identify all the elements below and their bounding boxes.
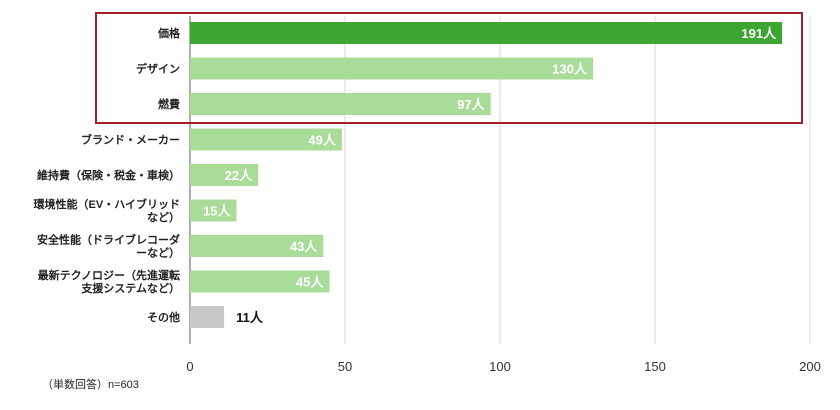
category-label: 環境性能（EV・ハイブリッドなど） <box>34 197 180 224</box>
category-label: デザイン <box>136 62 180 76</box>
highlight-box <box>95 12 803 124</box>
bar-value-label: 49人 <box>308 133 336 148</box>
bar-value-label: 97人 <box>457 97 485 112</box>
bar <box>190 22 783 44</box>
x-tick-label: 0 <box>186 359 193 374</box>
bar <box>190 199 237 222</box>
category-label: ブランド・メーカー <box>81 133 180 147</box>
sample-note: （単数回答）n=603 <box>42 377 139 391</box>
category-label: その他 <box>147 310 180 324</box>
x-tick-label: 50 <box>338 359 352 374</box>
bar-value-label: 22人 <box>225 168 253 183</box>
bar <box>190 235 324 257</box>
x-tick-labels: 0 50 100 150 200 <box>186 359 820 374</box>
bar <box>190 306 225 328</box>
category-label: 安全性能（ドライブレコーダーなど） <box>37 233 180 260</box>
bar <box>190 93 491 115</box>
category-label: 最新テクノロジー（先進運転支援システムなど） <box>38 268 180 295</box>
category-label: 価格 <box>157 26 181 40</box>
x-tick-label: 200 <box>799 359 821 374</box>
bar-value-label: 130人 <box>552 62 588 77</box>
x-tick-label: 150 <box>644 359 666 374</box>
bar <box>190 57 593 80</box>
bar-value-label: 11人 <box>236 310 264 325</box>
category-label: 燃費 <box>157 97 180 111</box>
bar <box>190 164 259 186</box>
bar-value-label: 45人 <box>296 275 324 290</box>
category-label: 維持費（保険・税金・車検） <box>37 168 180 182</box>
bars: 191人 130人 97人 49人 22人 15人 43人 45人 11人 <box>190 22 783 328</box>
x-tick-label: 100 <box>489 359 511 374</box>
bar-value-label: 43人 <box>290 239 318 254</box>
bar-value-label: 15人 <box>203 204 231 219</box>
bar-value-label: 191人 <box>741 26 777 41</box>
bar <box>190 270 330 293</box>
bar <box>190 128 342 151</box>
